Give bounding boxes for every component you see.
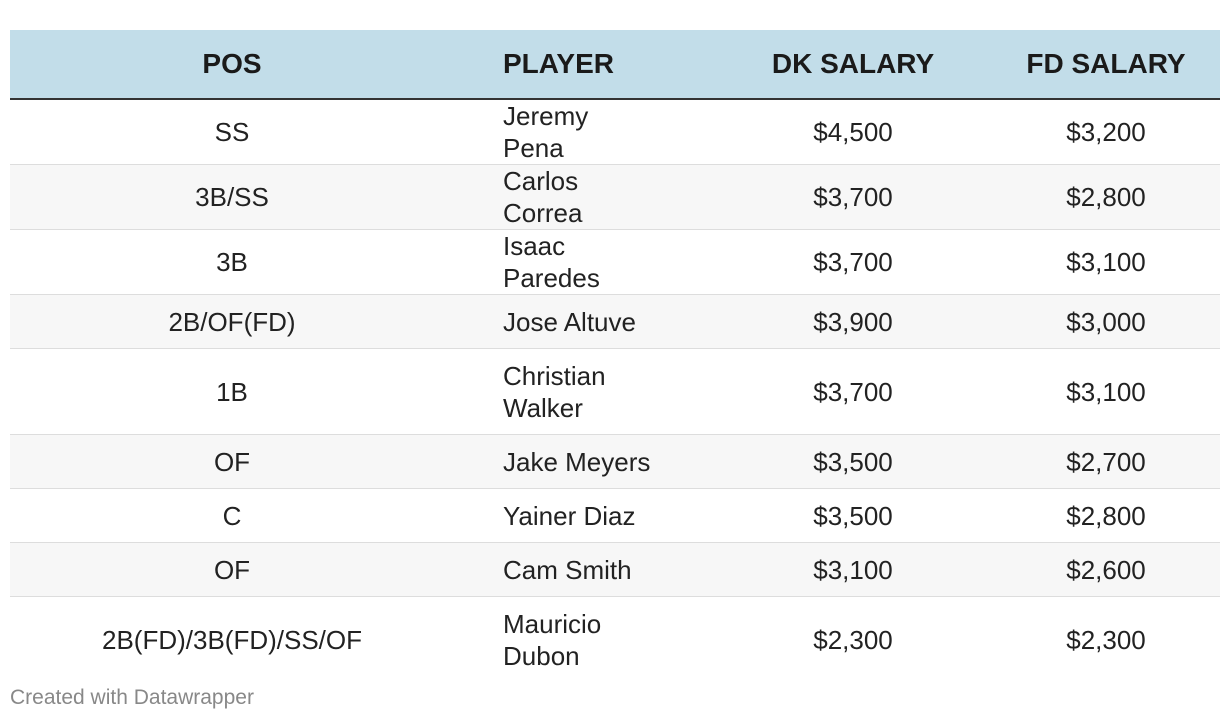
salary-table-container: POS PLAYER DK SALARY FD SALARY SS Jeremy… bbox=[10, 30, 1220, 683]
header-dk-salary: DK SALARY bbox=[753, 30, 953, 100]
cell-player: Jake Meyers bbox=[454, 434, 753, 489]
cell-fd-salary: $2,300 bbox=[1066, 624, 1146, 655]
cell-fd-salary: $3,200 bbox=[953, 99, 1220, 165]
cell-dk-salary: $3,500 bbox=[753, 434, 953, 489]
header-row: POS PLAYER DK SALARY FD SALARY bbox=[10, 30, 1220, 100]
cell-dk-salary: $3,700 bbox=[753, 164, 953, 230]
cell-player: Carlos Correa bbox=[454, 164, 753, 230]
cell-pos: OF bbox=[10, 434, 454, 489]
player-name: Cam Smith bbox=[503, 554, 632, 585]
cell-pos: SS bbox=[10, 99, 454, 165]
player-name: Mauricio Dubon bbox=[503, 608, 602, 671]
cell-pos: 2B/OF(FD) bbox=[10, 294, 454, 349]
table-row: SS Jeremy Pena $4,500 $3,200 bbox=[10, 99, 1220, 165]
cell-player: Mauricio Dubon bbox=[454, 597, 753, 683]
cell-fd-salary: $2,700 bbox=[953, 434, 1220, 489]
cell-pos: OF bbox=[10, 542, 454, 597]
table-row: C Yainer Diaz $3,500 $2,800 bbox=[10, 488, 1220, 543]
table-row: 2B(FD)/3B(FD)/SS/OF Mauricio Dubon $2,30… bbox=[10, 597, 1220, 683]
cell-dk-salary: $3,700 bbox=[753, 229, 953, 295]
cell-pos: 3B bbox=[10, 229, 454, 295]
table-row: OF Jake Meyers $3,500 $2,700 bbox=[10, 434, 1220, 489]
header-fd-salary: FD SALARY bbox=[953, 30, 1220, 100]
player-name: Jake Meyers bbox=[503, 446, 651, 477]
cell-fd-salary: $3,100 bbox=[953, 229, 1220, 295]
cell-pos: 2B(FD)/3B(FD)/SS/OF bbox=[101, 624, 362, 655]
cell-fd-salary: $2,800 bbox=[953, 488, 1220, 543]
cell-dk-salary: $3,700 bbox=[753, 348, 953, 435]
cell-player: Jeremy Pena bbox=[454, 99, 753, 165]
cell-dk-salary: $3,500 bbox=[753, 488, 953, 543]
salary-table: POS PLAYER DK SALARY FD SALARY SS Jeremy… bbox=[10, 30, 1220, 683]
cell-dk-salary: $3,900 bbox=[753, 294, 953, 349]
cell-pos: C bbox=[10, 488, 454, 543]
table-header: POS PLAYER DK SALARY FD SALARY bbox=[10, 30, 1220, 100]
cell-pos: 3B/SS bbox=[10, 164, 454, 230]
cell-dk-salary: $4,500 bbox=[753, 99, 953, 165]
cell-fd-salary: $3,000 bbox=[953, 294, 1220, 349]
cell-pos: 1B bbox=[10, 348, 454, 435]
player-name: Yainer Diaz bbox=[503, 500, 636, 531]
table-row: OF Cam Smith $3,100 $2,600 bbox=[10, 542, 1220, 597]
player-name: Jeremy Pena bbox=[503, 101, 589, 163]
cell-fd-salary: $3,100 bbox=[953, 348, 1220, 435]
player-name: Isaac Paredes bbox=[503, 231, 600, 293]
cell-fd-salary: $2,800 bbox=[953, 164, 1220, 230]
cell-player: Cam Smith bbox=[454, 542, 753, 597]
cell-player: Jose Altuve bbox=[454, 294, 753, 349]
table-row: 3B Isaac Paredes $3,700 $3,100 bbox=[10, 229, 1220, 295]
datawrapper-credit: Created with Datawrapper bbox=[10, 686, 254, 709]
cell-dk-salary: $2,300 bbox=[813, 624, 893, 655]
table-row: 1B Christian Walker $3,700 $3,100 bbox=[10, 348, 1220, 435]
cell-fd-salary: $2,600 bbox=[953, 542, 1220, 597]
table-body: SS Jeremy Pena $4,500 $3,200 3B/SS Carlo… bbox=[10, 99, 1220, 683]
table-row: 3B/SS Carlos Correa $3,700 $2,800 bbox=[10, 164, 1220, 230]
player-name: Carlos Correa bbox=[503, 166, 583, 228]
cell-player: Yainer Diaz bbox=[454, 488, 753, 543]
player-name: Jose Altuve bbox=[503, 306, 636, 337]
header-player: PLAYER bbox=[454, 30, 753, 100]
cell-dk-salary: $3,100 bbox=[753, 542, 953, 597]
header-pos: POS bbox=[10, 30, 454, 100]
cell-player: Isaac Paredes bbox=[454, 229, 753, 295]
table-row: 2B/OF(FD) Jose Altuve $3,900 $3,000 bbox=[10, 294, 1220, 349]
player-name: Christian Walker bbox=[503, 360, 606, 423]
cell-player: Christian Walker bbox=[454, 348, 753, 435]
